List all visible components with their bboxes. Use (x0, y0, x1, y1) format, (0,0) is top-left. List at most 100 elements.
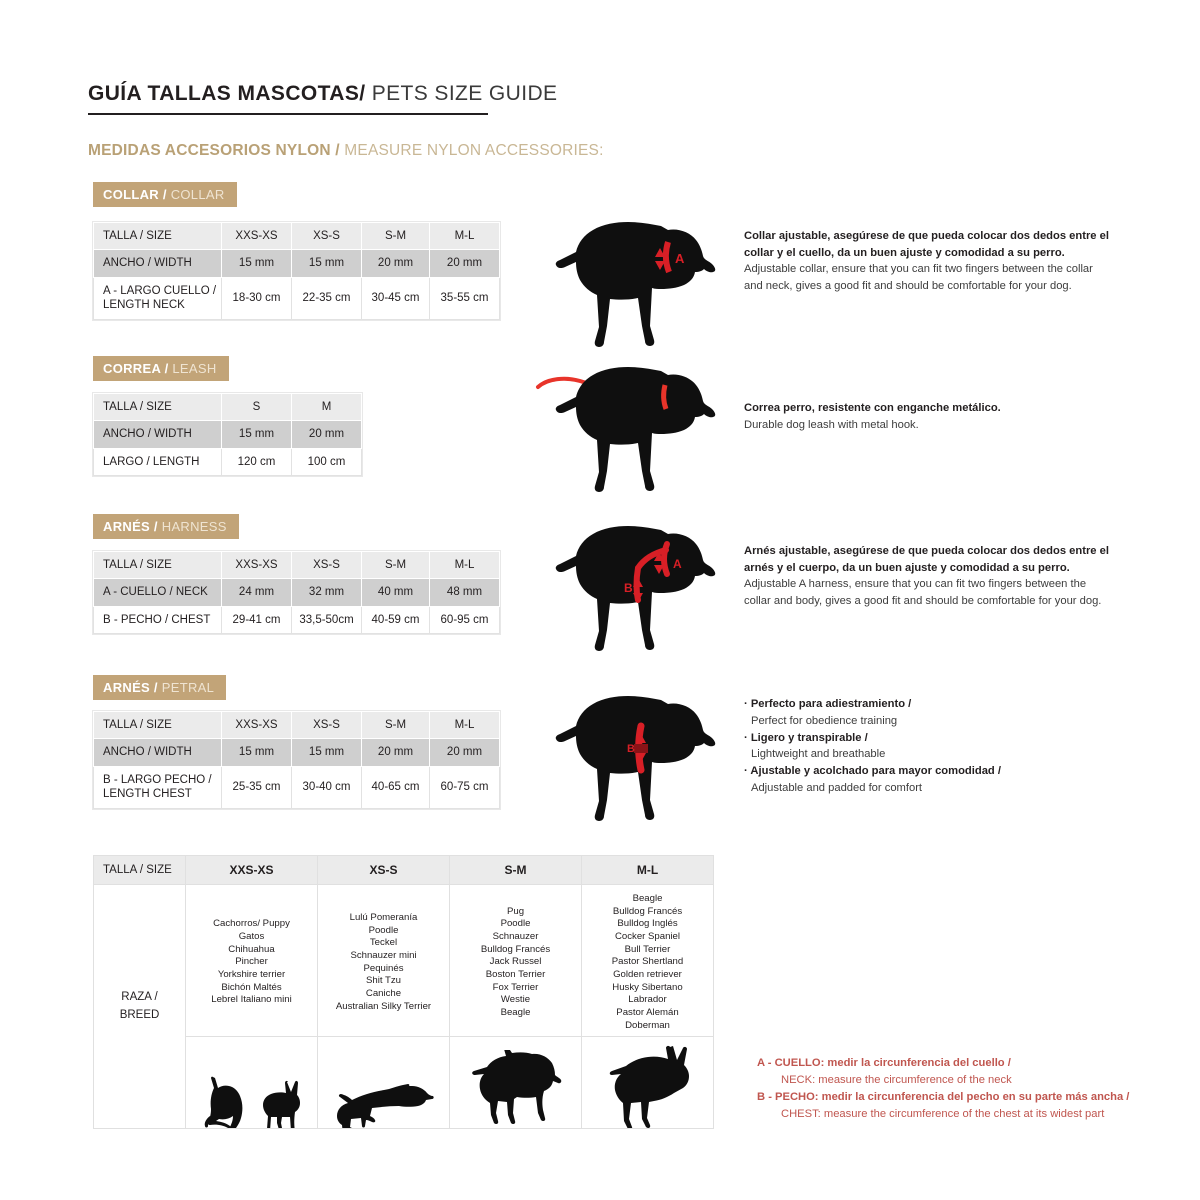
cell: 20 mm (429, 249, 500, 278)
cell: 24 mm (221, 578, 292, 607)
breed-item: Cocker Spaniel (614, 930, 681, 942)
breed-item: Bulldog Inglés (617, 918, 678, 930)
cell: 20 mm (361, 738, 430, 767)
desc-leash-en: Durable dog leash with metal hook. (744, 418, 919, 431)
bullet-en: Perfect for obedience training (751, 714, 898, 727)
dog-petral-illustration: B (528, 692, 728, 827)
table-row: TALLA / SIZE XXS-XS XS-S S-M M-L (93, 550, 500, 580)
col-header: M-L (429, 710, 500, 740)
breed-item: Jack Russel (489, 956, 542, 968)
breed-item: Lebrel Italiano mini (211, 994, 292, 1006)
row-label: ANCHO / WIDTH (93, 420, 222, 449)
breed-item: Bull Terrier (624, 943, 671, 955)
breed-item: Bulldog Francés (480, 943, 551, 955)
measurement-legend: A - CUELLO: medir la circunferencia del … (757, 1055, 1147, 1123)
breed-item: Pastor Alemán (616, 1006, 679, 1018)
cell: 30-40 cm (291, 765, 362, 809)
table-row: LARGO / LENGTH 120 cm 100 cm (93, 447, 362, 477)
col-header: XXS-XS (185, 855, 318, 885)
cat-icon (204, 1076, 242, 1128)
schnauzer-icon (471, 1049, 561, 1124)
dog-harness-illustration: A B (528, 522, 728, 657)
table-breed: TALLA / SIZE XXS-XS XS-S S-M M-L RAZA / … (93, 855, 714, 1130)
table-row: A - CUELLO / NECK 24 mm 32 mm 40 mm 48 m… (93, 578, 500, 607)
section-tag-leash-es: CORREA / (103, 361, 169, 376)
table-harness: TALLA / SIZE XXS-XS XS-S S-M M-L A - CUE… (93, 550, 500, 635)
svg-text:A: A (675, 251, 685, 266)
section-tag-harness-es: ARNÉS / (103, 519, 158, 534)
desc-collar: Collar ajustable, asegúrese de que pueda… (744, 228, 1114, 294)
cell: 15 mm (221, 249, 292, 278)
col-header: XXS-XS (221, 710, 292, 740)
dachshund-icon (336, 1083, 434, 1128)
col-header: TALLA / SIZE (93, 855, 186, 885)
page-title-es: GUÍA TALLAS MASCOTAS/ (88, 82, 366, 105)
row-label: A - CUELLO / NECK (93, 578, 222, 607)
bullet-en: Adjustable and padded for comfort (751, 781, 923, 794)
cell: 40-65 cm (361, 765, 430, 809)
cell: 20 mm (429, 738, 500, 767)
cell: 15 mm (221, 738, 292, 767)
breed-item: Doberman (625, 1019, 670, 1031)
section-tag-harness: ARNÉS / HARNESS (93, 514, 239, 539)
cell: 100 cm (291, 447, 362, 477)
col-header: M-L (429, 221, 500, 251)
table-petral: TALLA / SIZE XXS-XS XS-S S-M M-L ANCHO /… (93, 710, 500, 809)
row-label-line2: BREED (119, 1008, 160, 1021)
cell: 32 mm (291, 578, 362, 607)
breed-item: Australian Silky Terrier (335, 1000, 432, 1012)
legend-chest-es: B - PECHO: medir la circunferencia del p… (757, 1091, 1130, 1104)
cell: 60-95 cm (429, 605, 500, 635)
section-tag-petral-en: PETRAL (157, 680, 215, 695)
row-label: ANCHO / WIDTH (93, 738, 222, 767)
breed-item: Husky Sibertano (612, 981, 683, 993)
cell: 15 mm (291, 249, 362, 278)
col-header: TALLA / SIZE (93, 550, 222, 580)
page-subtitle-es: MEDIDAS ACCESORIOS NYLON / (88, 142, 340, 159)
cell: 15 mm (221, 420, 292, 449)
col-header: S-M (361, 221, 430, 251)
row-label-breed: RAZA / BREED (93, 883, 186, 1130)
silhouette-cell-m-l (581, 1036, 714, 1130)
row-label: B - PECHO / CHEST (93, 605, 222, 635)
cell: 22-35 cm (291, 276, 362, 320)
table-row: ANCHO / WIDTH 15 mm 15 mm 20 mm 20 mm (93, 249, 500, 278)
desc-collar-en: Adjustable collar, ensure that you can f… (744, 263, 1093, 292)
col-header: XS-S (291, 710, 362, 740)
row-label-line1: RAZA / (121, 991, 158, 1004)
cell: 60-75 cm (429, 765, 500, 809)
breed-list-xs-s: Lulú Pomeranía Poodle Teckel Schnauzer m… (317, 883, 450, 1038)
cell: 18-30 cm (221, 276, 292, 320)
cell: 35-55 cm (429, 276, 500, 320)
col-header: TALLA / SIZE (93, 710, 222, 740)
silhouette-cell-xxs-xs (185, 1036, 318, 1130)
col-header: TALLA / SIZE (93, 392, 222, 422)
section-tag-leash: CORREA / LEASH (93, 356, 229, 381)
breed-item: Golden retriever (613, 968, 682, 980)
cell: 120 cm (221, 447, 292, 477)
breed-item: Beagle (632, 893, 663, 904)
row-label: LARGO / LENGTH (93, 447, 222, 477)
breed-item: Boston Terrier (485, 968, 546, 980)
col-header: S (221, 392, 292, 422)
svg-text:B: B (627, 743, 635, 755)
page-subtitle-en: MEASURE NYLON ACCESSORIES: (339, 142, 604, 159)
breed-item: Poodle (500, 918, 531, 930)
breed-item: Pastor Shertland (611, 956, 684, 968)
col-header: S-M (449, 855, 582, 885)
section-tag-leash-en: LEASH (168, 361, 217, 376)
row-label: ANCHO / WIDTH (93, 249, 222, 278)
table-row: TALLA / SIZE XXS-XS XS-S S-M M-L (93, 855, 714, 885)
section-tag-collar: COLLAR / COLLAR (93, 182, 237, 207)
breed-item: Shit Tzu (365, 975, 402, 987)
col-header: M-L (581, 855, 714, 885)
section-tag-petral: ARNÉS / PETRAL (93, 675, 227, 700)
breed-item: Caniche (365, 987, 402, 999)
cell: 15 mm (291, 738, 362, 767)
desc-leash-es: Correa perro, resistente con enganche me… (744, 402, 1001, 414)
cell: 20 mm (361, 249, 430, 278)
section-tag-collar-en: COLLAR (166, 187, 225, 202)
bullet-es: · Ajustable y acolchado para mayor comod… (744, 765, 1001, 778)
silhouette-cell-s-m (449, 1036, 582, 1130)
breed-item: Beagle (500, 1006, 531, 1018)
